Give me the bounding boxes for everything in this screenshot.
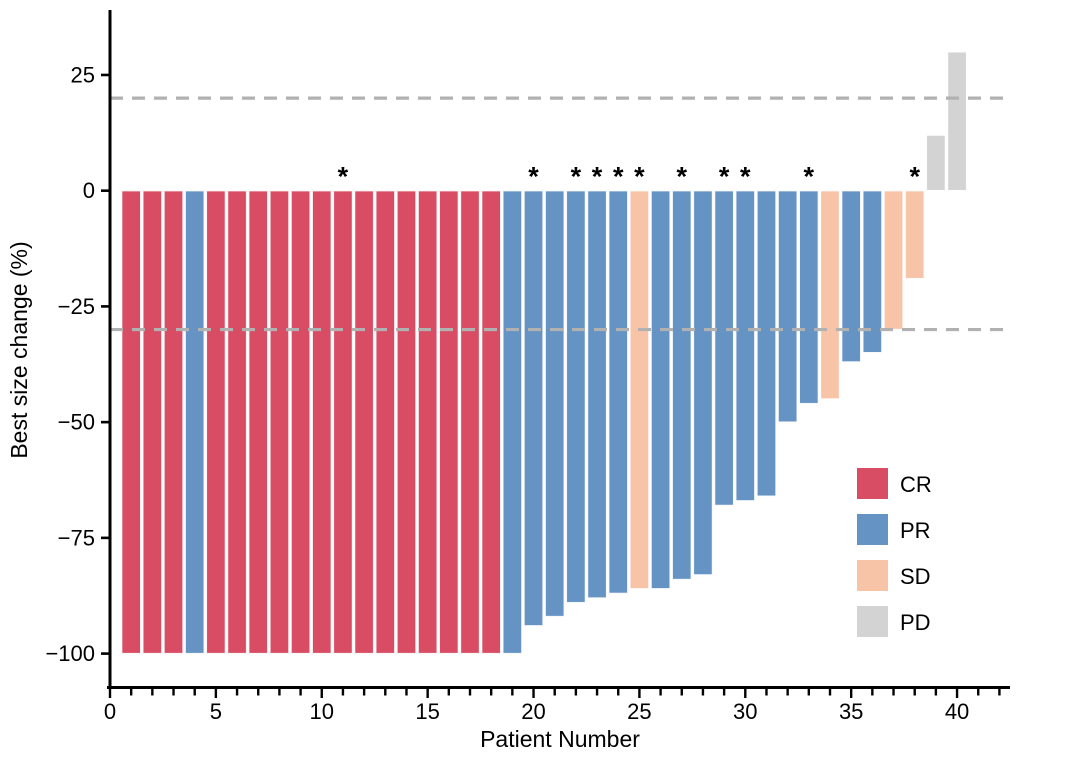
bar-patient-22 <box>565 189 587 604</box>
legend-swatch-PD <box>857 606 888 637</box>
y-tick-label-25: 25 <box>71 62 95 87</box>
bar-patient-15 <box>417 189 438 655</box>
bar-patient-7 <box>248 189 269 655</box>
bar-patient-13 <box>375 189 396 655</box>
bar-patient-37 <box>883 189 904 331</box>
asterisk-layer: * * * * * * * * * * * <box>338 162 921 192</box>
bar-patient-24 <box>608 189 629 595</box>
x-axis-title: Patient Number <box>480 726 640 752</box>
x-tick-label-10: 10 <box>310 699 334 724</box>
bar-patient-1 <box>120 189 142 655</box>
legend-label-PD: PD <box>900 610 931 635</box>
bar-patient-32 <box>777 189 798 423</box>
bar-patient-31 <box>756 189 777 497</box>
bar-patient-23 <box>586 189 608 599</box>
bar-patient-18 <box>480 189 502 655</box>
bar-patient-29 <box>713 189 735 507</box>
legend-label-CR: CR <box>900 472 932 497</box>
bar-patient-5 <box>205 189 227 655</box>
asterisk-patient-30: * <box>740 162 751 192</box>
bar-patient-10 <box>311 189 332 655</box>
axes-layer: 25 0 −25 −50 −75 −100 0 5 10 15 20 25 30 35 40 <box>45 10 1010 724</box>
asterisk-patient-22: * <box>571 162 582 192</box>
bar-patient-16 <box>438 189 460 655</box>
bar-patient-36 <box>862 189 883 354</box>
bar-patient-4 <box>184 189 205 655</box>
y-tick-label--25: −25 <box>58 294 95 319</box>
legend-swatch-PR <box>857 514 888 545</box>
x-tick-label-25: 25 <box>627 699 651 724</box>
bar-patient-14 <box>396 189 417 655</box>
bar-patient-12 <box>353 189 375 655</box>
x-tick-label-40: 40 <box>945 699 969 724</box>
x-tick-label-20: 20 <box>521 699 545 724</box>
asterisk-patient-38: * <box>909 162 920 192</box>
x-tick-label-0: 0 <box>104 699 116 724</box>
bar-patient-34 <box>819 189 841 400</box>
x-tick-label-35: 35 <box>839 699 863 724</box>
bar-patient-6 <box>226 189 248 655</box>
bar-patient-8 <box>269 189 290 655</box>
asterisk-patient-23: * <box>592 162 603 192</box>
asterisk-patient-33: * <box>804 162 815 192</box>
legend-swatch-SD <box>857 560 888 591</box>
y-axis-title: Best size change (%) <box>6 241 32 458</box>
asterisk-patient-29: * <box>719 162 730 192</box>
bar-patient-39 <box>925 134 947 192</box>
y-tick-label--100: −100 <box>45 641 95 666</box>
bar-patient-40 <box>946 51 968 192</box>
bar-patient-27 <box>671 189 692 581</box>
asterisk-patient-27: * <box>677 162 688 192</box>
y-tick-label--75: −75 <box>58 525 95 550</box>
asterisk-patient-11: * <box>338 162 349 192</box>
legend-swatch-CR <box>857 468 888 499</box>
bar-patient-21 <box>544 189 565 618</box>
bar-patient-9 <box>290 189 311 655</box>
bar-patient-38 <box>904 189 925 280</box>
x-tick-label-15: 15 <box>415 699 439 724</box>
x-tick-label-30: 30 <box>733 699 757 724</box>
bar-patient-28 <box>692 189 714 576</box>
bar-patient-19 <box>502 189 523 655</box>
legend-label-PR: PR <box>900 518 931 543</box>
bar-patient-26 <box>650 189 671 590</box>
bars-layer <box>120 51 968 655</box>
bar-patient-25 <box>629 189 650 590</box>
bar-patient-35 <box>840 189 862 363</box>
legend-label-SD: SD <box>900 564 931 589</box>
x-tick-label-5: 5 <box>210 699 222 724</box>
legend-layer: CR PR SD PD <box>857 468 932 637</box>
bar-patient-11 <box>332 189 354 655</box>
y-tick-label-0: 0 <box>83 178 95 203</box>
asterisk-patient-24: * <box>613 162 624 192</box>
reference-lines-layer <box>110 96 1010 332</box>
bar-patient-3 <box>163 189 184 655</box>
y-tick-label--50: −50 <box>58 410 95 435</box>
asterisk-patient-25: * <box>634 162 645 192</box>
asterisk-patient-20: * <box>528 162 539 192</box>
bar-patient-30 <box>735 189 756 502</box>
bar-patient-33 <box>798 189 820 405</box>
bar-patient-17 <box>459 189 481 655</box>
bar-patient-2 <box>142 189 163 655</box>
bar-patient-20 <box>523 189 544 627</box>
